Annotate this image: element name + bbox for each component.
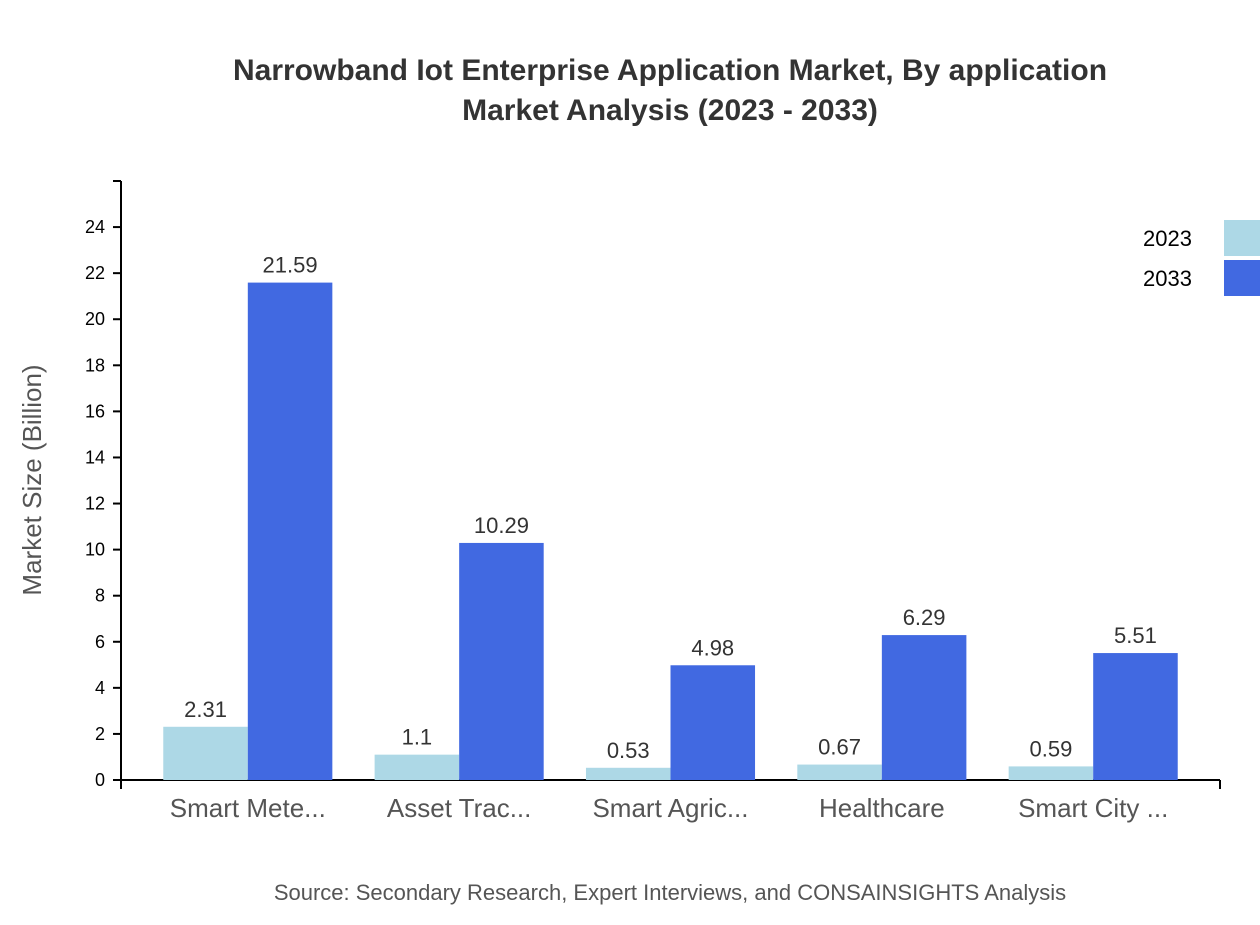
bar-2023 [585, 767, 671, 780]
bar-value-label: 0.59 [1030, 736, 1073, 761]
bar-value-label: 2.31 [184, 697, 227, 722]
y-tick-label: 6 [95, 632, 105, 652]
legend-label: 2023 [1143, 226, 1192, 251]
x-tick-label: Smart Mete... [170, 793, 326, 823]
bar-2023 [374, 754, 460, 780]
chart-subtitle: Market Analysis (2023 - 2033) [462, 94, 878, 127]
y-tick-label: 20 [85, 309, 105, 329]
y-tick-label: 22 [85, 263, 105, 283]
y-tick-label: 12 [85, 494, 105, 514]
bar-2033 [881, 635, 967, 780]
x-tick-label: Healthcare [819, 793, 945, 823]
x-tick-label: Asset Trac... [387, 793, 532, 823]
bar-value-label: 1.1 [402, 725, 433, 750]
x-axis: Smart Mete... Asset Trac... Smart Agric...… [120, 779, 1221, 823]
source-note: Source: Secondary Research, Expert Inter… [274, 880, 1066, 905]
y-tick-label: 16 [85, 401, 105, 421]
bar-value-label: 0.53 [607, 738, 650, 763]
bar-value-label: 6.29 [903, 605, 946, 630]
y-tick-label: 10 [85, 540, 105, 560]
bar-value-label: 10.29 [474, 513, 529, 538]
bar-2023 [797, 764, 882, 780]
y-axis-label: Market Size (Billion) [17, 364, 47, 595]
legend: 2023 2033 [1143, 220, 1260, 296]
chart-title: Narrowband Iot Enterprise Application Ma… [233, 54, 1107, 87]
x-tick-label: Smart City ... [1018, 793, 1168, 823]
bar-value-label: 21.59 [263, 253, 318, 278]
x-tick-label: Smart Agric... [592, 793, 748, 823]
y-tick-label: 0 [95, 770, 105, 790]
bar-value-label: 0.67 [818, 735, 861, 760]
bar-2033 [459, 542, 544, 780]
y-tick-label: 24 [85, 217, 105, 237]
bar-2023 [1008, 766, 1094, 780]
y-tick-label: 4 [95, 678, 105, 698]
y-tick-label: 2 [95, 724, 105, 744]
bar-value-label: 5.51 [1114, 623, 1157, 648]
bar-2023 [163, 726, 248, 780]
legend-label: 2033 [1143, 266, 1192, 291]
legend-swatch [1224, 260, 1260, 296]
bar-2033 [247, 282, 333, 780]
bar-2033 [670, 665, 756, 780]
y-tick-label: 14 [85, 447, 105, 467]
bar-value-label: 4.98 [691, 635, 734, 660]
bars: 2.31 21.59 1.1 10.29 0.53 4.98 0.67 6.29 0.59 5.5… [163, 253, 1178, 780]
legend-swatch [1224, 220, 1260, 256]
y-tick-label: 8 [95, 586, 105, 606]
y-tick-label: 18 [85, 355, 105, 375]
bar-2033 [1093, 653, 1178, 780]
